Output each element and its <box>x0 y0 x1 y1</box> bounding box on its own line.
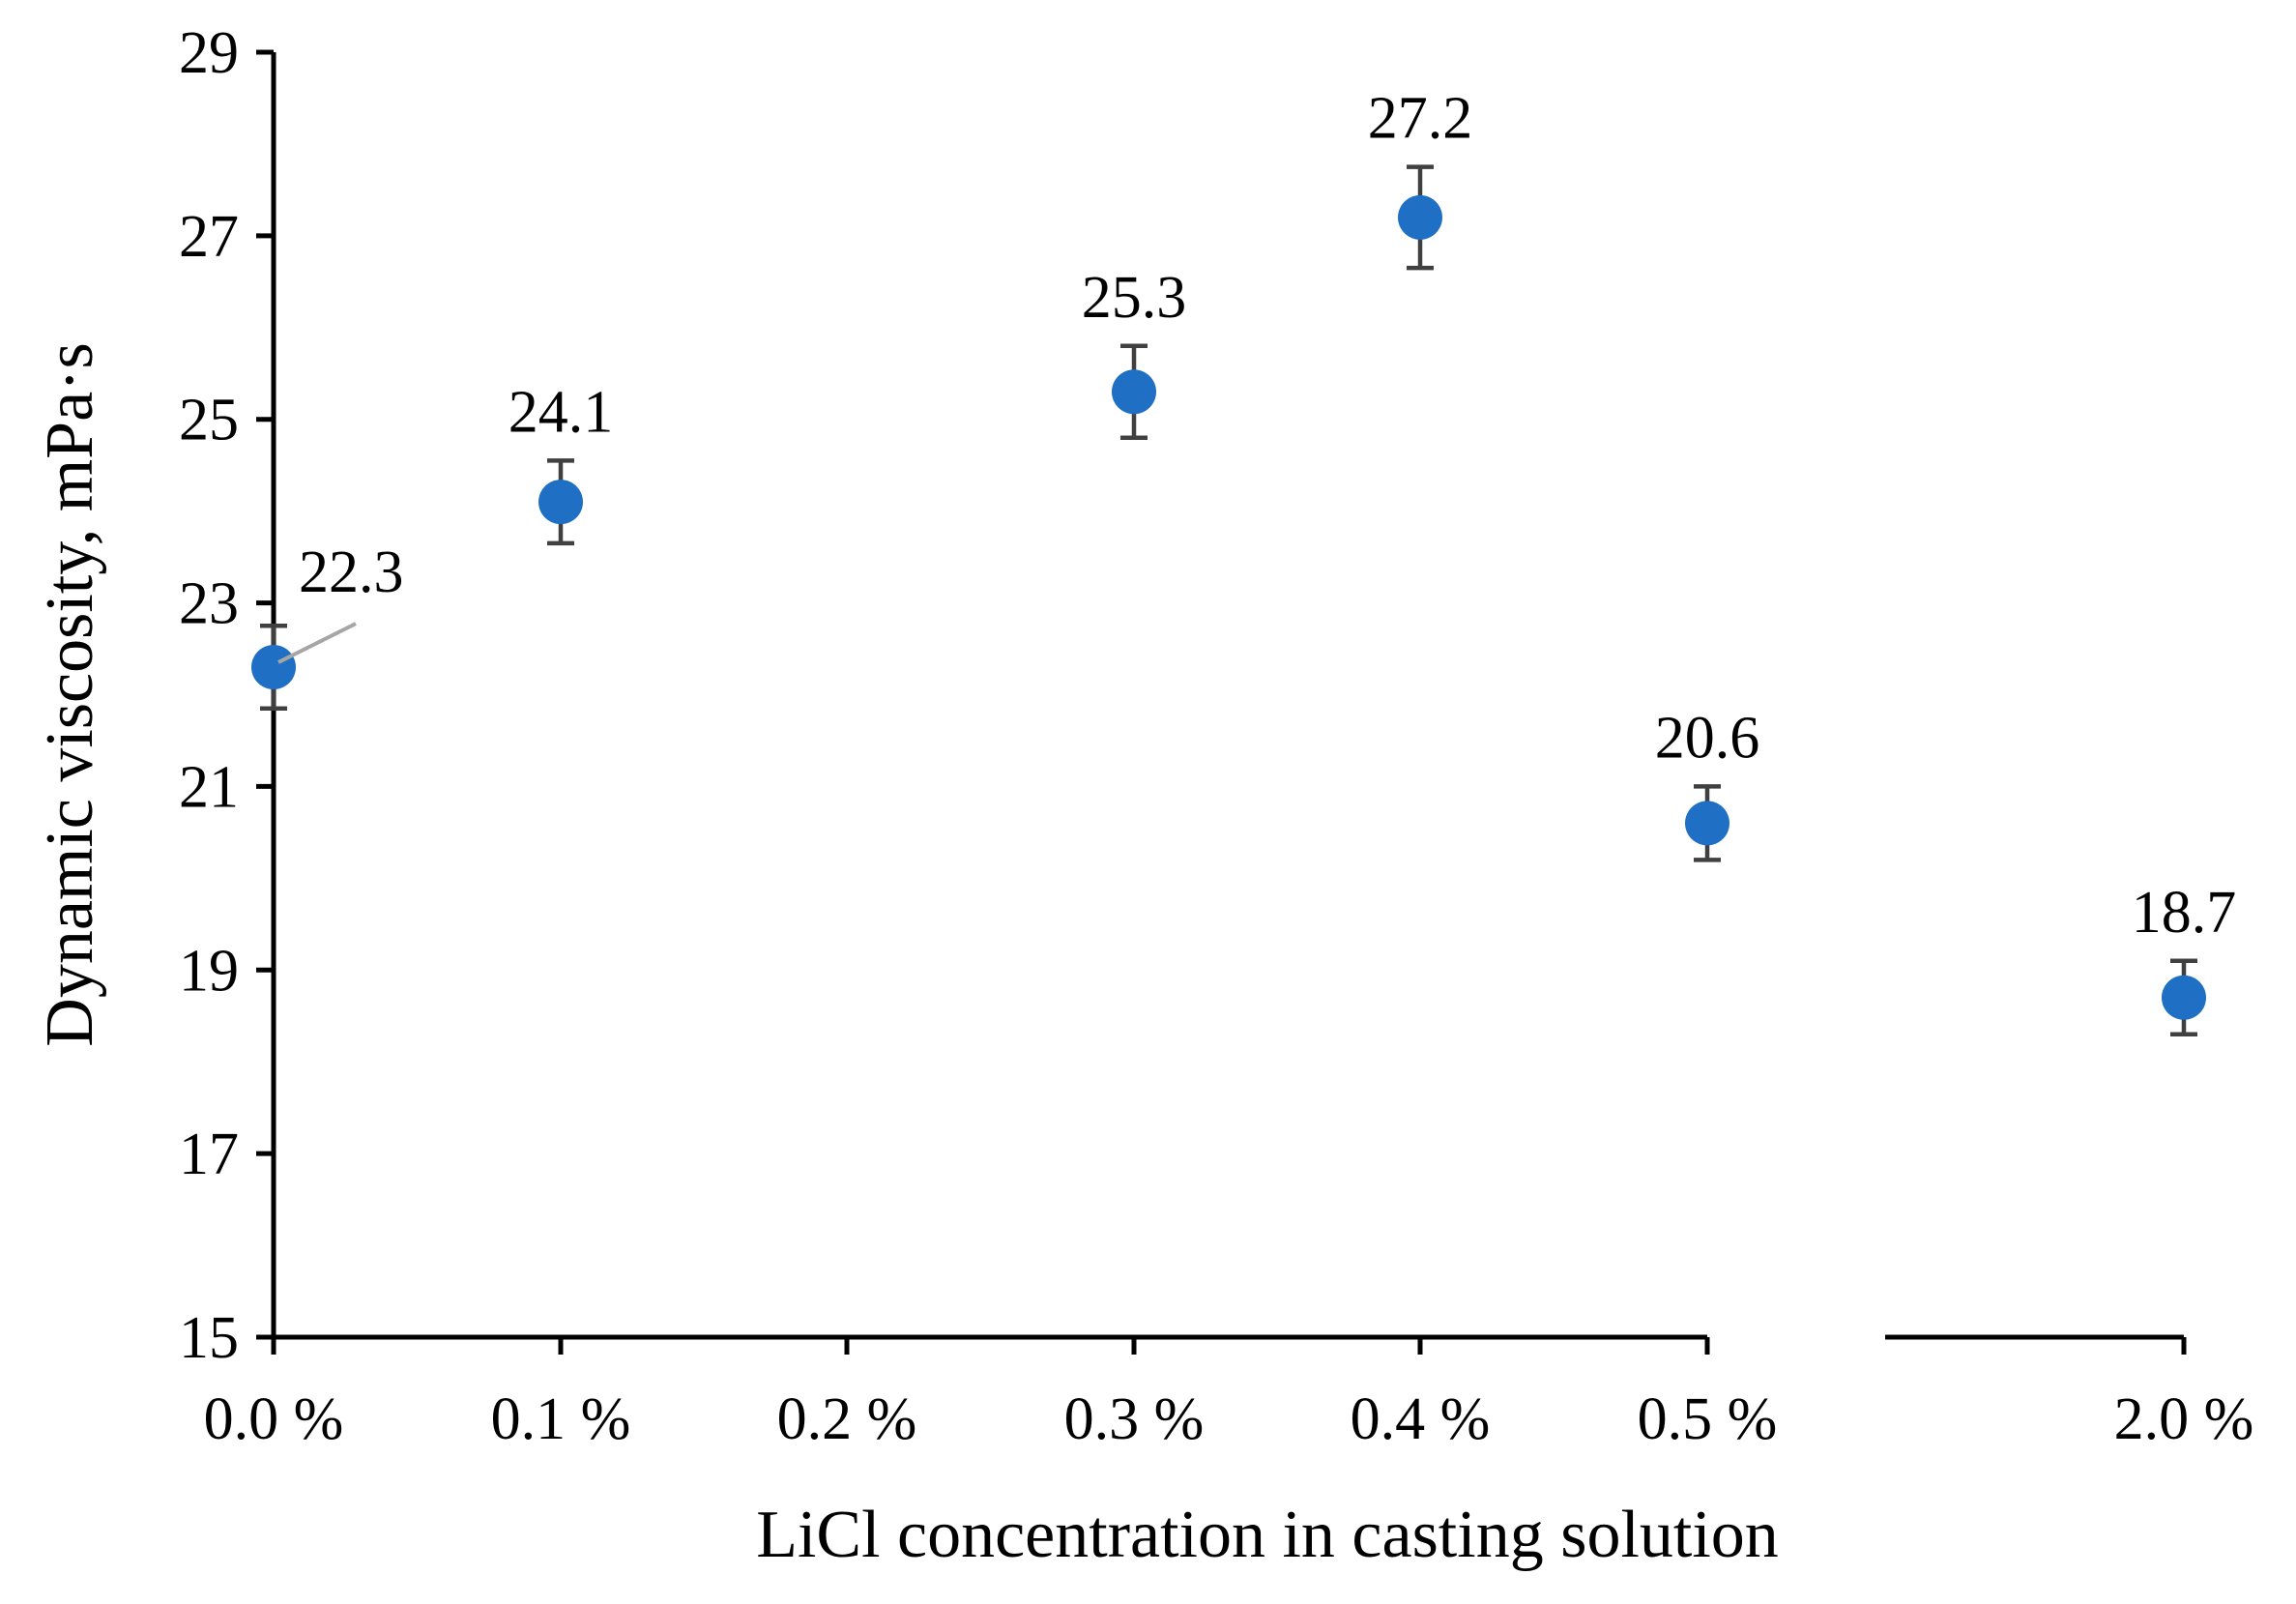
data-label: 24.1 <box>509 379 614 445</box>
y-tick-label: 15 <box>179 1305 239 1371</box>
data-point <box>1398 194 1442 240</box>
x-tick-label: 0.4 % <box>1351 1386 1491 1452</box>
data-point <box>1112 369 1156 415</box>
data-label: 27.2 <box>1368 86 1473 152</box>
x-tick-label: 0.3 % <box>1064 1386 1205 1452</box>
y-ticks: 15 17 19 21 23 25 27 29 <box>179 20 274 1371</box>
x-axis-title: LiCl concentration in casting solution <box>756 1498 1779 1572</box>
data-label: 25.3 <box>1082 265 1187 331</box>
data-label: 22.3 <box>299 540 404 605</box>
y-tick-label: 17 <box>179 1122 239 1187</box>
y-tick-label: 21 <box>179 754 239 820</box>
y-tick-label: 25 <box>179 388 239 453</box>
data-labels: 22.3 24.1 25.3 27.2 20.6 18.7 <box>277 86 2237 946</box>
y-tick-label: 19 <box>179 938 239 1004</box>
x-ticks: 0.0 % 0.1 % 0.2 % 0.3 % 0.4 % 0.5 % 2.0 % <box>204 1337 2254 1452</box>
data-label: 18.7 <box>2132 880 2237 946</box>
x-tick-label: 0.5 % <box>1638 1386 1778 1452</box>
x-tick-label: 0.1 % <box>491 1386 631 1452</box>
data-point <box>1685 801 1729 846</box>
y-tick-label: 27 <box>179 204 239 270</box>
y-axis-title: Dynamic viscosity, mPa·s <box>33 342 107 1046</box>
data-point <box>251 645 296 690</box>
data-point <box>538 480 583 525</box>
axes <box>271 52 2184 1340</box>
data-label: 20.6 <box>1655 705 1760 771</box>
x-tick-label: 0.2 % <box>777 1386 917 1452</box>
error-bars <box>260 164 2197 1036</box>
x-tick-label: 0.0 % <box>204 1386 344 1452</box>
x-tick-label: 2.0 % <box>2114 1386 2254 1452</box>
data-point <box>2162 975 2206 1020</box>
y-tick-label: 29 <box>179 20 239 86</box>
data-points <box>251 194 2206 1020</box>
y-tick-label: 23 <box>179 571 239 637</box>
label-leader-line <box>277 622 357 664</box>
